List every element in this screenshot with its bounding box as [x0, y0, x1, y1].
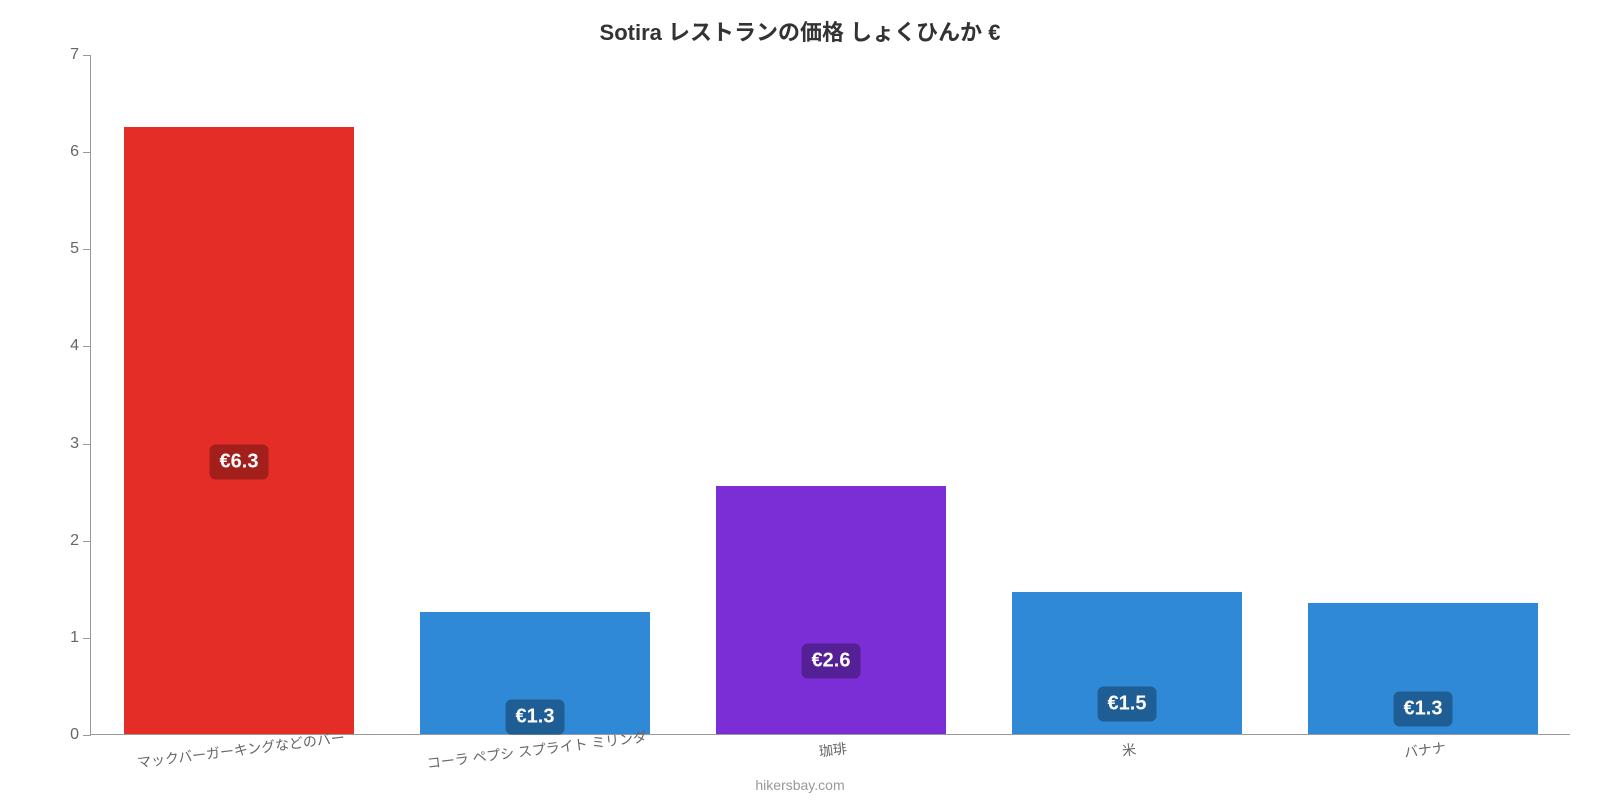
y-tick-label: 6 [70, 143, 91, 161]
y-tick-label: 7 [70, 46, 91, 64]
y-tick-label: 1 [70, 629, 91, 647]
x-tick-label: バナナ [1402, 731, 1447, 762]
bar-value-label: €1.3 [506, 699, 565, 734]
x-tick-label: 米 [1120, 733, 1137, 761]
attribution-text: hikersbay.com [0, 777, 1600, 793]
bar-value-label: €1.3 [1394, 691, 1453, 726]
y-tick-label: 2 [70, 532, 91, 550]
bar [716, 486, 947, 734]
y-tick-label: 0 [70, 726, 91, 744]
y-tick-label: 5 [70, 240, 91, 258]
y-tick-label: 3 [70, 435, 91, 453]
bar-value-label: €6.3 [210, 444, 269, 479]
chart-title: Sotira レストランの価格 しょくひんか € [0, 15, 1600, 47]
x-tick-label: 珈琲 [817, 732, 848, 761]
bar-value-label: €1.5 [1098, 686, 1157, 721]
y-tick-label: 4 [70, 337, 91, 355]
bar [124, 127, 355, 734]
plot-area: 01234567€6.3マックバーガーキングなどのバー€1.3コーラ ペプシ ス… [90, 55, 1570, 735]
bar-value-label: €2.6 [802, 643, 861, 678]
